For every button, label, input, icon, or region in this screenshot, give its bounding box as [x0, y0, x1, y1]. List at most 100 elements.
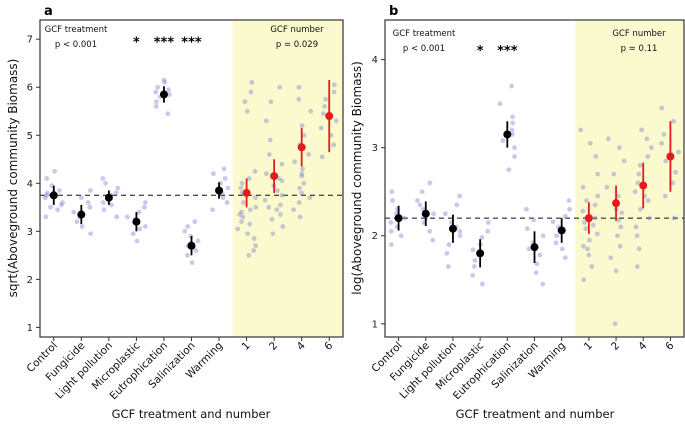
y-tick-label: 2 [372, 231, 378, 242]
jitter-point [100, 200, 106, 205]
jitter-point [604, 184, 610, 190]
jitter-point [497, 101, 503, 107]
jitter-point [87, 204, 93, 210]
jitter-point [299, 190, 304, 196]
jitter-point [42, 195, 48, 201]
jitter-point [323, 96, 328, 102]
jitter-point [595, 193, 601, 199]
jitter-point [590, 222, 596, 228]
jitter-point [509, 83, 515, 89]
gcf-number-highlight-band [575, 20, 684, 337]
jitter-point [192, 219, 198, 225]
jitter-point [300, 166, 305, 172]
jitter-point [671, 118, 676, 124]
jitter-point [587, 237, 592, 243]
jitter-point [331, 89, 337, 95]
jitter-point [470, 247, 476, 253]
jitter-point [636, 246, 642, 252]
jitter-point [277, 84, 283, 90]
y-tick-label: 7 [27, 35, 33, 46]
jitter-point [587, 140, 593, 146]
jitter-point [485, 220, 491, 225]
jitter-point [470, 272, 476, 278]
jitter-point [321, 111, 326, 117]
jitter-point [537, 252, 543, 258]
mean-point [612, 199, 621, 208]
jitter-point [417, 202, 423, 208]
jitter-point [162, 80, 167, 85]
jitter-point [248, 89, 254, 95]
jitter-point [592, 202, 598, 208]
jitter-point [136, 209, 142, 215]
jitter-point [595, 171, 601, 177]
jitter-point [79, 224, 85, 229]
jitter-point [263, 118, 269, 124]
jitter-point [592, 215, 598, 221]
x-tick-label: 1 [582, 340, 595, 353]
y-tick-label: 5 [27, 131, 33, 142]
jitter-point [78, 195, 84, 201]
jitter-point [274, 188, 280, 193]
mean-point [476, 249, 485, 258]
jitter-point [253, 195, 258, 201]
mean-point [325, 112, 334, 121]
mean-point [242, 188, 251, 197]
jitter-point [634, 233, 640, 239]
jitter-point [262, 197, 268, 203]
y-tick-label: 4 [27, 179, 33, 190]
jitter-point [398, 233, 404, 239]
jitter-point [299, 171, 305, 177]
jitter-point [431, 211, 437, 217]
jitter-point [580, 208, 586, 214]
jitter-point [637, 162, 643, 168]
annotation-pvalue: p = 0.11 [620, 43, 658, 54]
jitter-point [308, 108, 314, 114]
jitter-point [581, 277, 587, 283]
jitter-point [279, 161, 285, 167]
jitter-point [193, 248, 199, 253]
mean-point [666, 152, 675, 161]
annotation-pvalue: p = 0.029 [275, 39, 319, 50]
jitter-point [71, 209, 77, 215]
jitter-point [524, 206, 529, 212]
jitter-point [185, 224, 191, 229]
jitter-point [559, 246, 565, 252]
jitter-point [659, 140, 665, 146]
jitter-point [331, 82, 337, 88]
jitter-point [659, 105, 665, 111]
jitter-point [388, 220, 394, 225]
jitter-point [211, 171, 216, 177]
jitter-point [562, 255, 568, 261]
jitter-point [550, 219, 556, 225]
jitter-point [621, 158, 627, 164]
significance-star: * [133, 35, 140, 50]
mean-point [503, 130, 512, 139]
jitter-point [457, 193, 463, 199]
jitter-point [457, 228, 463, 234]
mean-point [215, 186, 224, 195]
jitter-point [130, 231, 136, 237]
jitter-point [240, 200, 246, 205]
jitter-point [224, 200, 230, 205]
jitter-point [526, 246, 532, 252]
jitter-point [237, 212, 242, 217]
jitter-point [101, 207, 107, 213]
jitter-point [195, 238, 201, 244]
jitter-point [388, 228, 394, 234]
jitter-point [221, 166, 227, 172]
jitter-point [583, 226, 589, 232]
jitter-point [567, 206, 572, 212]
jitter-point [644, 136, 650, 142]
jitter-point [44, 176, 50, 181]
jitter-point [165, 111, 171, 117]
jitter-point [296, 96, 302, 102]
jitter-point [531, 217, 537, 223]
jitter-point [506, 167, 512, 173]
jitter-point [137, 226, 143, 232]
jitter-point [299, 173, 305, 179]
jitter-point [239, 209, 244, 215]
jitter-point [512, 154, 517, 159]
jitter-point [115, 185, 121, 191]
x-tick-label: 4 [295, 339, 308, 352]
